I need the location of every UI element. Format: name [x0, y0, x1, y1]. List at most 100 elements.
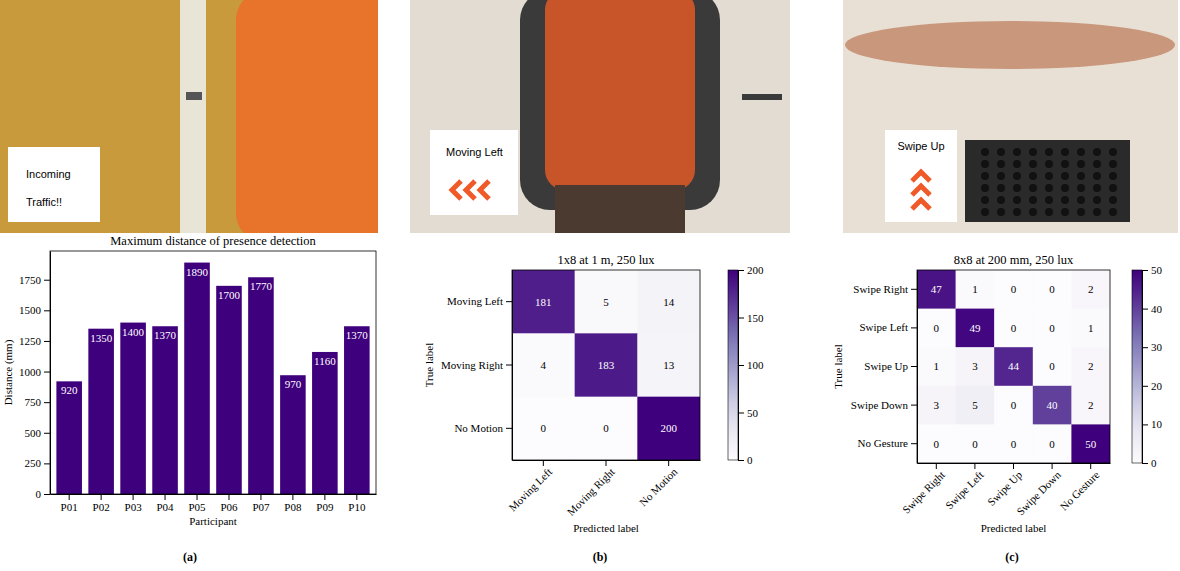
axis-line [1142, 271, 1143, 464]
tick: Moving Left [447, 295, 512, 307]
tick-mark [506, 365, 512, 366]
tick-label: 50 [747, 407, 759, 419]
chevron [912, 200, 930, 209]
tick-label: No Gesture [858, 437, 909, 449]
tick: 40 [1142, 303, 1163, 315]
tick: Moving Right [441, 359, 512, 371]
person-legs [555, 185, 685, 233]
tick-label: 50 [1151, 264, 1163, 276]
sensor-cell [981, 208, 989, 216]
data-label: 970 [285, 378, 302, 390]
tick-label: P03 [125, 501, 143, 513]
tick-label: P09 [316, 501, 334, 513]
sensor-cell [1093, 172, 1101, 180]
sensor-cell [1045, 160, 1053, 168]
bar [184, 263, 210, 494]
data-label: 50 [1085, 438, 1097, 450]
tick: Swipe Up [864, 360, 917, 372]
chart-title: 8x8 at 200 mm, 250 lux [954, 253, 1074, 267]
tick-label: P10 [348, 501, 366, 513]
tick: Swipe Left [859, 321, 917, 333]
tick-mark [44, 494, 50, 495]
sensor-cell [1109, 184, 1117, 192]
cell [994, 424, 1033, 463]
tick-mark [356, 494, 357, 500]
y-axis-title: True label [423, 343, 435, 388]
sensor-cell [1013, 196, 1021, 204]
data-label: 0 [972, 438, 978, 450]
axis: 02505007501000125015001750 [19, 252, 51, 501]
cell [512, 270, 575, 334]
data-label: 2 [1088, 360, 1094, 372]
cell [956, 309, 995, 348]
sensor-cell [1029, 160, 1037, 168]
cell [956, 270, 995, 309]
bar [56, 381, 82, 494]
cell [575, 270, 638, 334]
data-label: 0 [1049, 283, 1055, 295]
tick: 150 [738, 312, 764, 324]
bar [216, 286, 242, 494]
tick-mark [738, 365, 744, 366]
colorbar [728, 270, 738, 460]
data-label: 1770 [250, 280, 273, 292]
sensor-cell [1029, 208, 1037, 216]
cell [956, 347, 995, 386]
chevron [466, 181, 475, 199]
sensor-cell [1045, 172, 1053, 180]
tick-mark [260, 494, 261, 500]
cell [1071, 424, 1110, 463]
tick-mark [133, 494, 134, 500]
axis: Moving LeftMoving RightNo Motion [506, 460, 700, 518]
tick-mark [668, 460, 669, 466]
tick-label: P06 [220, 501, 238, 513]
tick: P08 [284, 494, 302, 513]
tick-label: 1250 [19, 335, 42, 347]
y-axis-title: True label [832, 344, 844, 389]
cell [917, 309, 956, 348]
tick: No Motion [454, 422, 512, 434]
sensor-cell [1029, 172, 1037, 180]
data-label: 0 [603, 422, 609, 434]
bar [344, 326, 370, 494]
tick-mark [101, 494, 102, 500]
tick-mark [1013, 463, 1014, 469]
data-label: 49 [969, 322, 981, 334]
data-label: 1370 [346, 329, 369, 341]
cell [1071, 386, 1110, 425]
sensor-cell [1061, 160, 1069, 168]
tick-label: No Motion [454, 422, 503, 434]
sensor-cell [981, 172, 989, 180]
cell [1071, 309, 1110, 348]
sensor-cell [1077, 184, 1085, 192]
data-label: 1160 [314, 355, 336, 367]
tick-label: Swipe Left [943, 469, 986, 512]
sensor-cell [1045, 184, 1053, 192]
cell [1033, 347, 1072, 386]
caption-box [430, 130, 518, 215]
sensor-cell [1061, 184, 1069, 192]
sensor-cell [1029, 196, 1037, 204]
tick-label: 1500 [19, 304, 42, 316]
tick-label: 0 [1151, 457, 1157, 469]
sensor-cell [1013, 148, 1021, 156]
cell [575, 397, 638, 460]
cell [1071, 347, 1110, 386]
tick-mark [738, 460, 744, 461]
tick: 1500 [19, 304, 50, 316]
panel-label: (c) [1005, 550, 1018, 564]
tick-label: 1750 [19, 274, 42, 286]
tick: 30 [1142, 341, 1163, 353]
tick-label: Swipe Up [864, 360, 908, 372]
chevron [912, 186, 930, 195]
tick: Swipe Right [900, 463, 947, 516]
sensor-cell [1109, 148, 1117, 156]
plot-frame [917, 270, 1110, 463]
sensor-cell [1109, 160, 1117, 168]
cell [956, 386, 995, 425]
sensor-cell [1077, 172, 1085, 180]
tick: 1750 [19, 274, 50, 286]
sensor-board [965, 140, 1130, 222]
photo-caption: Swipe Up [897, 140, 944, 152]
data-label: 0 [1049, 438, 1055, 450]
